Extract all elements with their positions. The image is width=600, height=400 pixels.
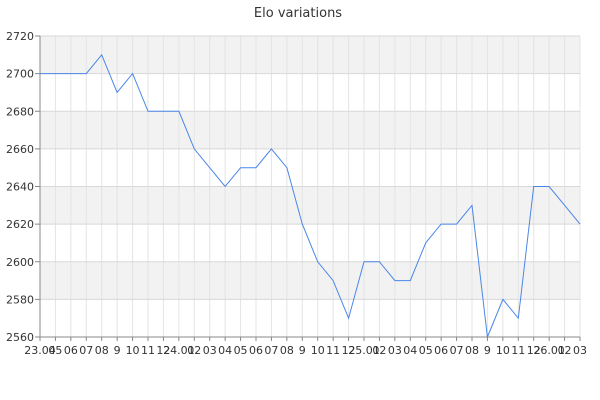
x-tick-label: 06 <box>249 344 263 357</box>
x-tick-label: 26.01 <box>533 344 565 357</box>
y-tick-label: 2680 <box>6 105 34 118</box>
x-tick-label: 11 <box>326 344 340 357</box>
x-tick-label: 07 <box>450 344 464 357</box>
x-tick-label: 05 <box>419 344 433 357</box>
x-tick-label: 9 <box>484 344 491 357</box>
x-tick-label: 08 <box>465 344 479 357</box>
x-tick-label: 08 <box>280 344 294 357</box>
x-tick-label: 12 <box>156 344 170 357</box>
y-tick-label: 2700 <box>6 68 34 81</box>
x-tick-label: 05 <box>48 344 62 357</box>
plot-band <box>40 148 580 187</box>
chart-title: Elo variations <box>254 6 342 21</box>
x-tick-label: 10 <box>496 344 510 357</box>
x-tick-label: 08 <box>95 344 109 357</box>
x-tick-label: 07 <box>264 344 278 357</box>
x-tick-label: 10 <box>126 344 140 357</box>
x-tick-label: 11 <box>511 344 525 357</box>
x-tick-label: 02 <box>558 344 572 357</box>
x-tick-label: 11 <box>141 344 155 357</box>
plot-band <box>40 186 580 225</box>
x-tick-label: 9 <box>114 344 121 357</box>
y-tick-label: 2720 <box>6 30 34 43</box>
plot-band <box>40 111 580 149</box>
x-tick-label: 10 <box>311 344 325 357</box>
x-tick-label: 06 <box>64 344 78 357</box>
x-tick-label: 05 <box>234 344 248 357</box>
x-tick-label: 04 <box>403 344 417 357</box>
x-tick-label: 25.01 <box>348 344 380 357</box>
plot-band <box>40 261 580 300</box>
x-tick-label: 03 <box>573 344 587 357</box>
x-tick-label: 03 <box>203 344 217 357</box>
y-tick-label: 2580 <box>6 293 34 306</box>
y-tick-label: 2660 <box>6 143 34 156</box>
x-tick-label: 23.04 <box>24 344 56 357</box>
x-tick-label: 06 <box>434 344 448 357</box>
y-tick-label: 2560 <box>6 331 34 344</box>
x-tick-label: 24.01 <box>163 344 195 357</box>
x-tick-label: 07 <box>79 344 93 357</box>
plot-band <box>40 73 580 112</box>
x-tick-label: 02 <box>187 344 201 357</box>
x-tick-label: 9 <box>299 344 306 357</box>
x-tick-label: 12 <box>527 344 541 357</box>
x-tick-label: 04 <box>218 344 232 357</box>
x-tick-label: 03 <box>388 344 402 357</box>
y-tick-label: 2640 <box>6 181 34 194</box>
plot-band <box>40 299 580 337</box>
plot-band <box>40 36 580 74</box>
y-axis-ticks: 2560 2580 2600 2620 2640 2660 2680 2700 2720 <box>6 30 40 344</box>
series-line <box>40 53 581 339</box>
x-tick-label: 12 <box>342 344 356 357</box>
plot-bands <box>40 36 580 337</box>
y-tick-label: 2600 <box>6 256 34 269</box>
y-tick-label: 2620 <box>6 218 34 231</box>
series-group <box>40 53 581 339</box>
x-tick-label: 02 <box>372 344 386 357</box>
